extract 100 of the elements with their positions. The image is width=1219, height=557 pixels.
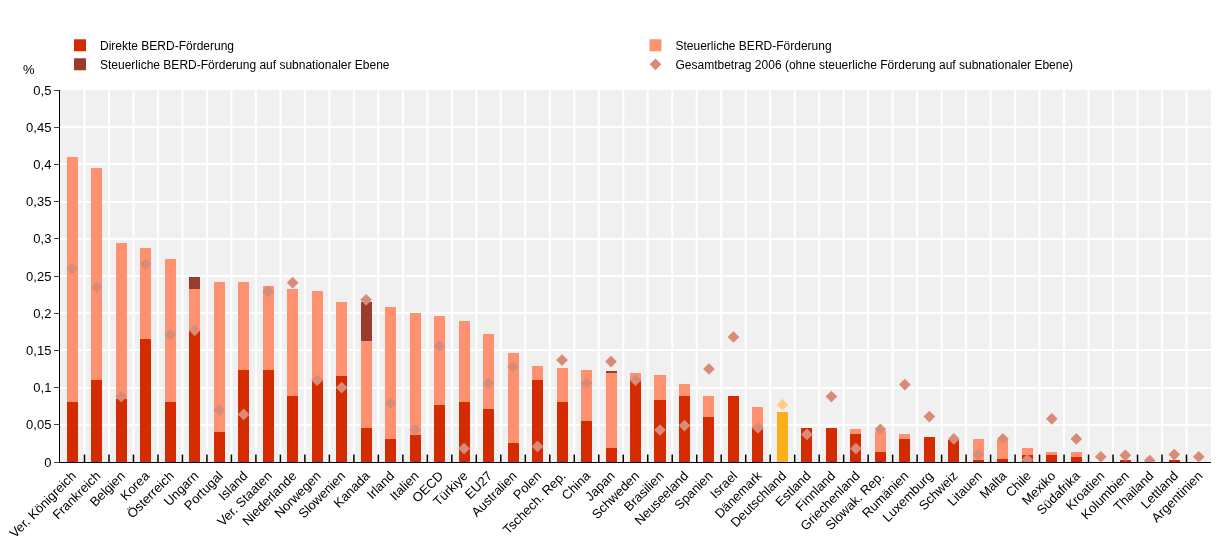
point (1168, 448, 1181, 461)
point (507, 360, 519, 373)
bar (409, 313, 421, 436)
point (237, 408, 250, 421)
point (923, 410, 936, 423)
bar (850, 429, 862, 435)
point (115, 390, 128, 403)
point (213, 404, 226, 416)
bar (189, 277, 201, 289)
point (433, 340, 446, 352)
bar (507, 442, 519, 462)
point (384, 397, 397, 410)
point (580, 377, 593, 389)
legend-label: Direkte BERD-Förderung (100, 39, 235, 54)
legend-label: Steuerliche BERD-Förderung (675, 39, 832, 54)
y-tick-label: 0,35 (26, 194, 52, 210)
bar (189, 330, 201, 462)
point (605, 355, 617, 368)
bar (360, 427, 372, 462)
y-tick-label: 0,3 (33, 231, 52, 247)
bar (629, 380, 642, 462)
bar (1021, 447, 1033, 456)
bar (556, 402, 568, 462)
bar (948, 440, 960, 462)
point (825, 390, 838, 403)
bar (654, 400, 666, 462)
legend-label: Gesamtbetrag 2006 (ohne steuerliche Förderung auf subnationaler Ebene) (675, 58, 1074, 73)
y-tick-label: 0,45 (26, 119, 52, 135)
bar (654, 374, 666, 401)
bar (899, 433, 911, 439)
bar (678, 395, 690, 462)
bar (605, 447, 617, 462)
bar (238, 370, 250, 462)
bar (507, 352, 519, 443)
point (850, 442, 862, 455)
bar (483, 334, 495, 410)
bar (458, 320, 470, 403)
bar (287, 395, 299, 462)
legend-label: Steuerliche BERD-Förderung auf subnationaler Ebene (100, 58, 390, 73)
bar (703, 395, 715, 417)
bar (262, 286, 274, 371)
point (482, 377, 495, 389)
point (90, 281, 103, 294)
point (874, 423, 887, 436)
bar (1046, 454, 1058, 462)
point (996, 433, 1009, 445)
point (972, 448, 985, 461)
bar (262, 370, 274, 462)
bar (532, 366, 544, 381)
bar (66, 156, 78, 403)
bar (238, 281, 250, 371)
bar (997, 459, 1009, 462)
point (360, 293, 372, 306)
bar (434, 404, 446, 462)
bar (874, 430, 886, 453)
point (164, 328, 177, 341)
bar (899, 438, 911, 462)
bar (360, 340, 372, 428)
bar (336, 302, 348, 376)
y-tick-label: 0,4 (33, 156, 52, 172)
point (752, 421, 764, 434)
bar (605, 372, 617, 448)
point (899, 378, 911, 391)
point (458, 442, 470, 455)
y-tick-label: 0,1 (33, 380, 52, 396)
bar (825, 427, 837, 462)
point (801, 428, 813, 441)
bar (140, 338, 152, 462)
bar (140, 247, 152, 339)
bar (703, 416, 715, 462)
bar (385, 306, 397, 439)
bar (1070, 452, 1082, 457)
bar (115, 398, 127, 462)
point (188, 324, 201, 337)
y-tick-label: 0,25 (26, 268, 52, 284)
bar (532, 380, 544, 462)
bar (727, 395, 739, 462)
point (1192, 450, 1205, 462)
y-tick-label: 0,5 (33, 82, 52, 98)
bar (1046, 452, 1058, 455)
bar (874, 452, 886, 462)
bar (164, 402, 176, 462)
point (286, 276, 299, 289)
bar (311, 380, 323, 462)
y-tick-label: 0,15 (26, 342, 52, 358)
bar (556, 368, 568, 403)
bar (1070, 456, 1082, 462)
bar (483, 409, 495, 462)
point (727, 331, 740, 343)
point (262, 285, 275, 298)
y-tick-label: 0,05 (26, 417, 52, 433)
bar (409, 435, 421, 462)
bar (311, 290, 323, 381)
bar (91, 168, 103, 381)
bar (213, 281, 225, 433)
bar (752, 427, 764, 462)
bar (115, 243, 127, 399)
bar (776, 412, 788, 462)
point (1094, 450, 1107, 462)
bar (434, 316, 446, 405)
